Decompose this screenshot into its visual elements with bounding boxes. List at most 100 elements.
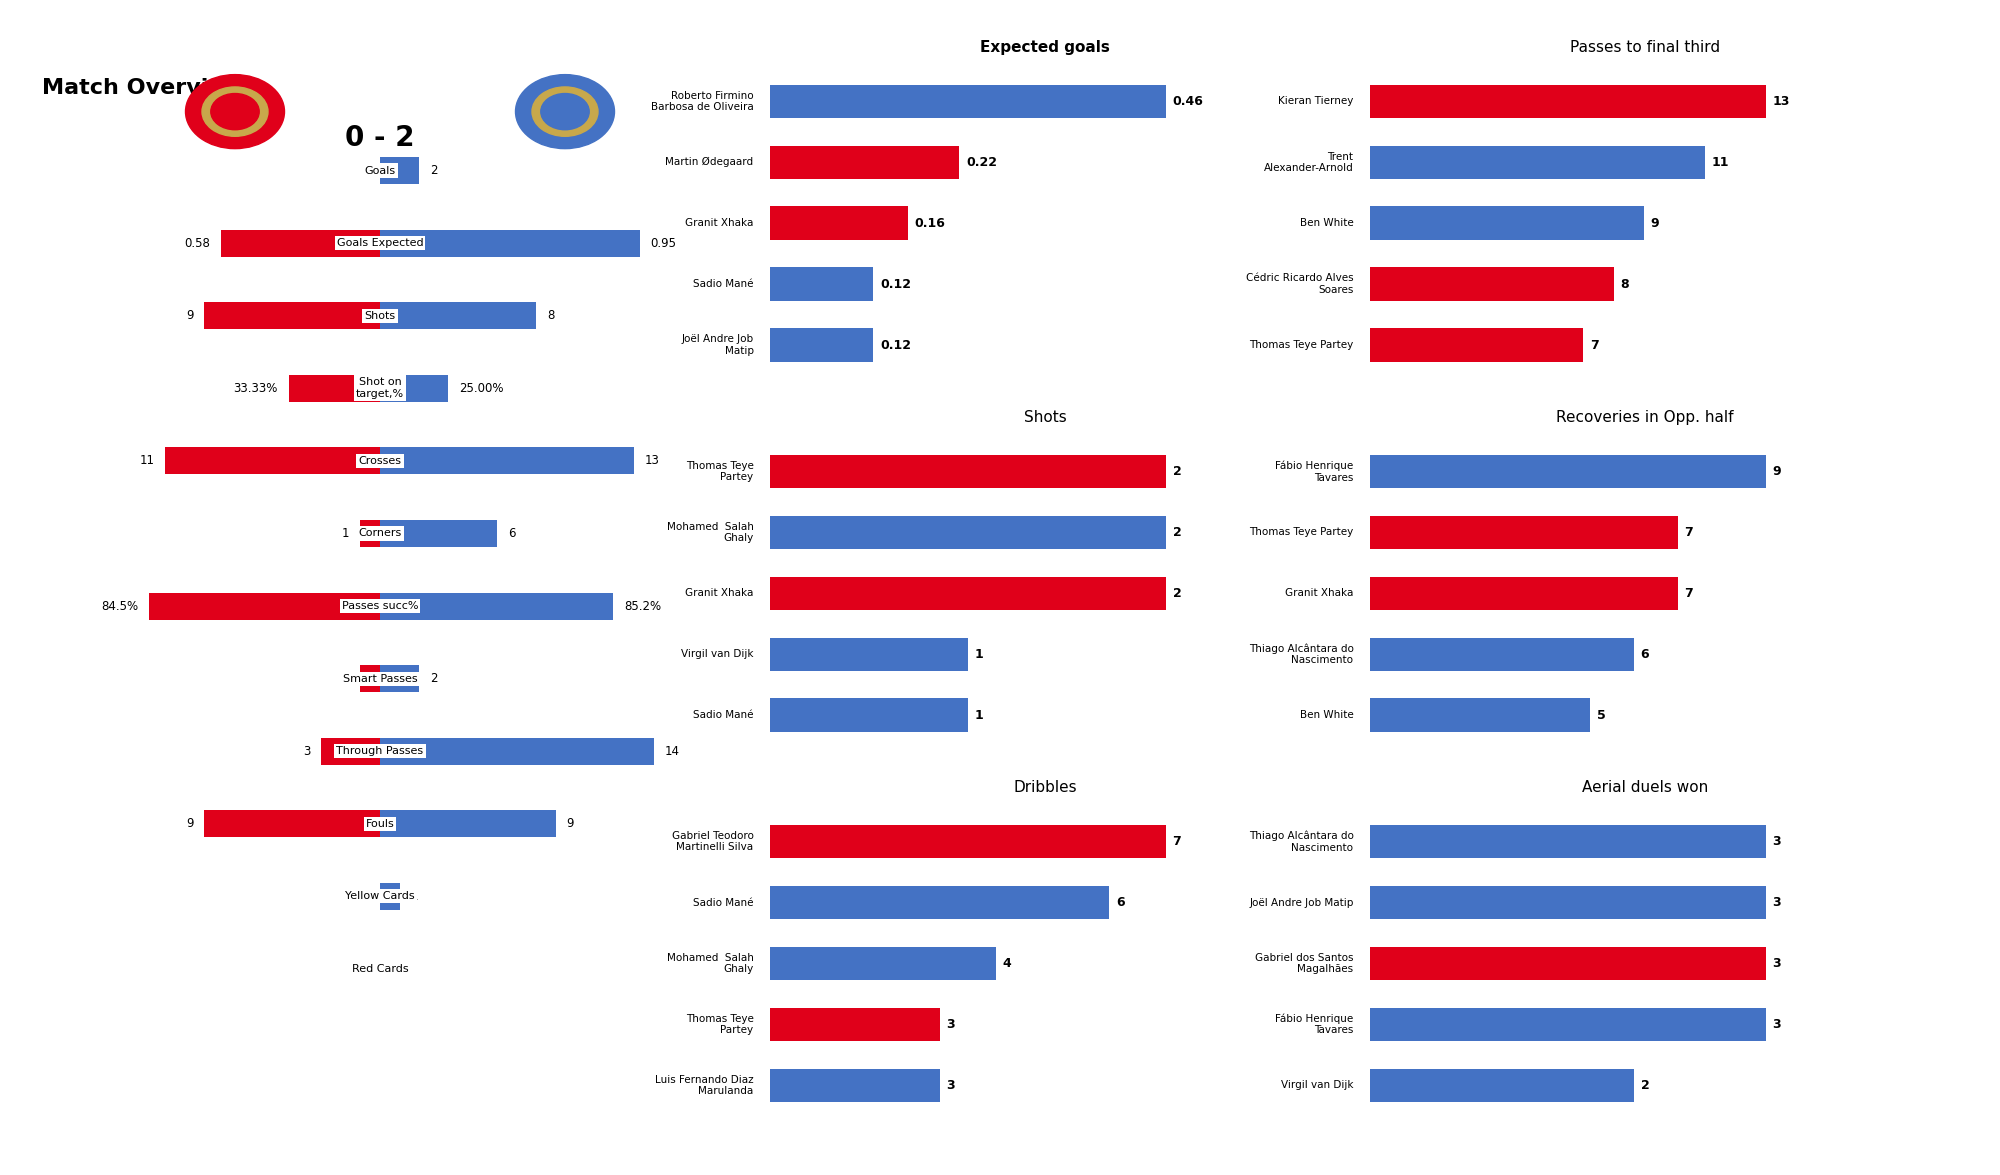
Text: Yellow Cards: Yellow Cards [346,892,414,901]
Text: 0.12: 0.12 [880,338,910,351]
Text: 11: 11 [140,455,154,468]
Text: Smart Passes: Smart Passes [342,673,418,684]
Bar [1370,207,1644,240]
Bar [1370,516,1678,549]
FancyBboxPatch shape [380,882,400,909]
Text: Granit Xhaka: Granit Xhaka [686,219,754,228]
Text: Virgil van Dijk: Virgil van Dijk [1280,1080,1354,1090]
Bar [770,146,960,179]
Bar [770,698,968,732]
Text: Goals Expected: Goals Expected [336,239,424,248]
Text: 0 - 2: 0 - 2 [346,125,414,153]
Text: 0.12: 0.12 [880,277,910,290]
Text: Thomas Teye
Partey: Thomas Teye Partey [686,461,754,482]
Text: 0.46: 0.46 [1172,95,1204,108]
Text: Through Passes: Through Passes [336,746,424,757]
Text: Ben White: Ben White [1300,710,1354,720]
Text: Passes succ%: Passes succ% [342,602,418,611]
Text: Ben White: Ben White [1300,219,1354,228]
Text: 2: 2 [430,672,438,685]
Text: 9: 9 [186,309,194,322]
Title: Dribbles: Dribbles [1014,780,1076,795]
Text: 3: 3 [946,1018,954,1030]
FancyBboxPatch shape [288,375,380,402]
Text: 1: 1 [342,526,350,540]
Text: 0: 0 [362,962,370,975]
Text: 5: 5 [1596,709,1606,721]
Text: Goals: Goals [364,166,396,175]
Text: 1: 1 [974,647,984,660]
Text: Corners: Corners [358,529,402,538]
Bar [1370,85,1766,119]
Bar [770,638,968,671]
FancyBboxPatch shape [380,302,536,329]
FancyBboxPatch shape [148,592,380,619]
Bar [770,516,1166,549]
Bar [770,328,874,362]
Text: 8: 8 [1620,277,1628,290]
FancyBboxPatch shape [322,738,380,765]
Text: Virgil van Dijk: Virgil van Dijk [680,650,754,659]
Text: 3: 3 [1772,1018,1782,1030]
Text: 3: 3 [1772,897,1782,909]
Text: 3: 3 [1772,835,1782,848]
Circle shape [186,75,284,149]
Text: 2: 2 [430,165,438,177]
Bar [1370,825,1766,859]
Bar [770,886,1110,919]
Text: 9: 9 [1650,216,1660,230]
Text: Match Overview: Match Overview [42,78,244,98]
Text: Thiago Alcântara do
Nascimento: Thiago Alcântara do Nascimento [1248,831,1354,853]
FancyBboxPatch shape [380,157,420,184]
Title: Expected goals: Expected goals [980,40,1110,55]
FancyBboxPatch shape [166,448,380,475]
Text: 9: 9 [186,818,194,831]
Text: Sadio Mané: Sadio Mané [694,710,754,720]
FancyBboxPatch shape [360,665,380,692]
Text: 13: 13 [644,455,660,468]
Text: 3: 3 [304,745,310,758]
Text: 0.58: 0.58 [184,236,210,249]
Circle shape [532,87,598,136]
Text: Crosses: Crosses [358,456,402,465]
Bar [1370,886,1766,919]
Bar [1370,638,1634,671]
Text: Gabriel dos Santos
Magalhães: Gabriel dos Santos Magalhães [1256,953,1354,974]
Text: Shot on
target,%: Shot on target,% [356,377,404,400]
Text: 1: 1 [342,672,350,685]
Text: Kieran Tierney: Kieran Tierney [1278,96,1354,107]
Text: 8: 8 [548,309,554,322]
Bar [770,1008,940,1041]
FancyBboxPatch shape [380,519,498,548]
Text: Thiago Alcântara do
Nascimento: Thiago Alcântara do Nascimento [1248,643,1354,665]
Text: Thomas Teye Partey: Thomas Teye Partey [1250,528,1354,537]
FancyBboxPatch shape [204,302,380,329]
Bar [1370,577,1678,610]
Text: Granit Xhaka: Granit Xhaka [1286,589,1354,598]
Text: 13: 13 [1772,95,1790,108]
Text: 6: 6 [1116,897,1124,909]
Text: 84.5%: 84.5% [100,599,138,612]
Text: Shots: Shots [364,310,396,321]
Text: 11: 11 [1712,156,1730,169]
Text: Granit Xhaka: Granit Xhaka [686,589,754,598]
Bar [770,207,908,240]
Text: 33.33%: 33.33% [234,382,278,395]
Text: 2: 2 [1172,465,1182,478]
Text: Thomas Teye
Partey: Thomas Teye Partey [686,1014,754,1035]
Title: Recoveries in Opp. half: Recoveries in Opp. half [1556,410,1734,425]
Circle shape [516,75,614,149]
Text: 0: 0 [390,962,398,975]
Text: 9: 9 [1772,465,1782,478]
Text: 6: 6 [1640,647,1650,660]
Text: 2: 2 [1172,526,1182,539]
Text: Sadio Mané: Sadio Mané [694,280,754,289]
Text: 0.22: 0.22 [966,156,996,169]
Text: Fábio Henrique
Tavares: Fábio Henrique Tavares [1276,461,1354,483]
Bar [770,85,1166,119]
Circle shape [210,94,260,129]
Text: Martin Ødegaard: Martin Ødegaard [666,157,754,167]
Text: 1: 1 [410,889,418,902]
Text: 14: 14 [664,745,680,758]
Text: 0.16: 0.16 [914,216,946,230]
